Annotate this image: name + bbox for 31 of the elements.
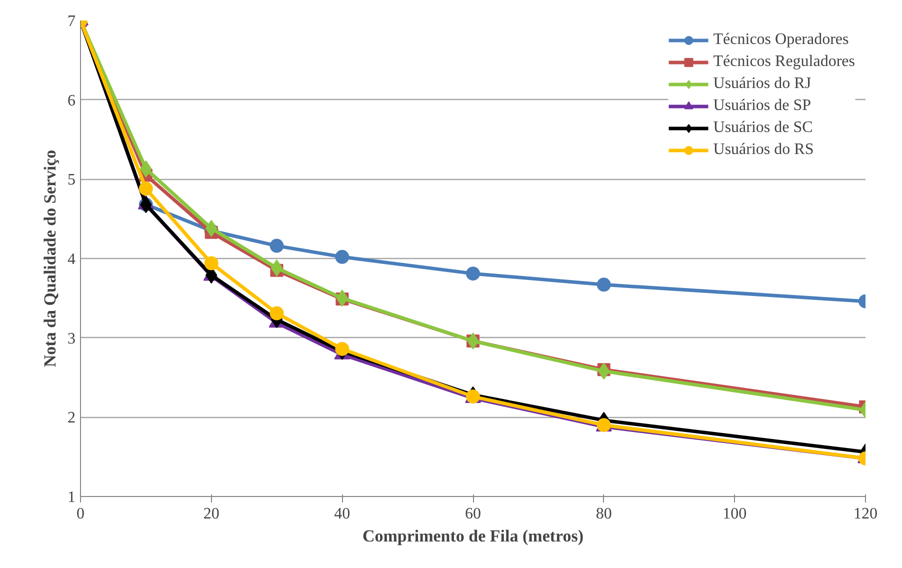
x-tick-label: 100 xyxy=(722,506,747,522)
x-tick-label: 20 xyxy=(203,506,220,522)
y-tick-label: 3 xyxy=(68,330,76,348)
y-tick-label: 2 xyxy=(68,410,76,427)
legend-label: Usuários do RJ xyxy=(713,74,812,94)
point xyxy=(596,278,611,292)
legend-label: Usuários de SC xyxy=(713,118,813,138)
legend-label: Usuários do RS xyxy=(713,140,814,160)
legend-label: Técnicos Reguladores xyxy=(713,52,855,72)
point xyxy=(204,256,218,270)
x-axis-title: Comprimento de Fila (metros) xyxy=(362,526,584,546)
x-tick-label: 80 xyxy=(596,506,612,522)
point xyxy=(466,266,480,281)
y-axis-title: Nota da Qualidade do Serviço xyxy=(40,150,60,368)
y-tick-label: 5 xyxy=(68,172,76,189)
x-tick-label: 40 xyxy=(334,506,350,522)
point xyxy=(270,306,284,320)
point xyxy=(138,182,153,196)
legend-label: Técnicos Operadores xyxy=(713,30,849,50)
y-tick-label: 4 xyxy=(68,251,76,268)
y-tick-label: 1 xyxy=(68,489,76,506)
x-tick-label: 120 xyxy=(854,506,878,522)
x-tick-label: 60 xyxy=(465,506,481,522)
point xyxy=(270,238,284,253)
point xyxy=(335,250,350,264)
x-tick-label: 0 xyxy=(76,506,84,522)
point xyxy=(335,342,350,356)
point xyxy=(270,260,283,277)
legend-label: Usuários de SP xyxy=(713,96,812,116)
y-tick-label: 6 xyxy=(68,92,76,110)
y-tick-label: 7 xyxy=(68,13,76,30)
